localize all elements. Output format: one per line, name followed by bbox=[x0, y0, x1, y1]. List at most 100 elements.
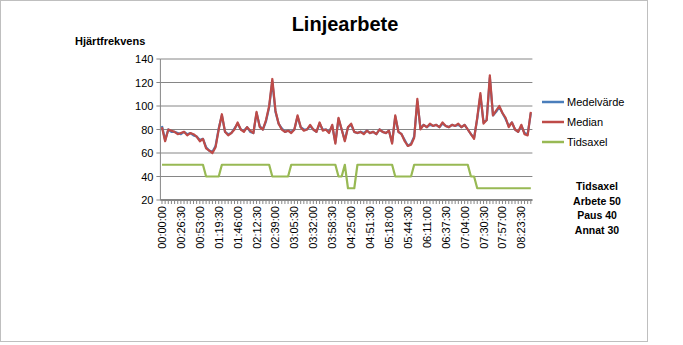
y-tick bbox=[156, 59, 160, 60]
x-tick bbox=[461, 200, 462, 204]
grid-line bbox=[160, 106, 532, 107]
x-tick bbox=[269, 200, 270, 204]
x-tick bbox=[376, 200, 377, 204]
x-tick bbox=[303, 200, 304, 204]
x-tick-label: 03:05:30 bbox=[288, 206, 300, 249]
legend-swatch bbox=[542, 101, 564, 104]
x-tick bbox=[225, 200, 226, 204]
x-axis bbox=[160, 199, 532, 201]
x-tick bbox=[228, 200, 229, 204]
x-tick bbox=[313, 200, 314, 204]
x-tick-label: 06:37:30 bbox=[440, 206, 452, 249]
x-tick bbox=[530, 200, 531, 204]
x-tick bbox=[165, 200, 166, 204]
y-tick bbox=[156, 82, 160, 83]
x-tick bbox=[398, 200, 399, 204]
legend-label: Median bbox=[567, 116, 603, 128]
x-tick bbox=[508, 200, 509, 204]
x-tick-label: 05:44:30 bbox=[402, 206, 414, 249]
series-line bbox=[162, 165, 531, 189]
x-tick bbox=[354, 200, 355, 204]
x-tick bbox=[360, 200, 361, 204]
x-tick bbox=[426, 200, 427, 204]
x-tick bbox=[502, 200, 503, 204]
x-tick bbox=[193, 200, 194, 204]
x-tick bbox=[392, 200, 393, 204]
x-tick bbox=[243, 200, 244, 204]
x-tick bbox=[395, 200, 396, 204]
x-tick bbox=[436, 200, 437, 204]
x-tick bbox=[322, 200, 323, 204]
x-tick bbox=[357, 200, 358, 204]
x-tick bbox=[351, 200, 352, 204]
x-tick bbox=[439, 200, 440, 204]
y-tick bbox=[156, 200, 160, 201]
y-axis-title: Hjärtfrekvens bbox=[75, 35, 145, 47]
x-tick bbox=[297, 200, 298, 204]
x-tick bbox=[480, 200, 481, 204]
x-tick bbox=[288, 200, 289, 204]
x-tick bbox=[234, 200, 235, 204]
x-tick bbox=[291, 200, 292, 204]
x-tick bbox=[174, 200, 175, 204]
x-tick bbox=[477, 200, 478, 204]
x-tick bbox=[196, 200, 197, 204]
x-tick bbox=[215, 200, 216, 204]
x-tick bbox=[401, 200, 402, 204]
x-tick-label: 03:58:30 bbox=[326, 206, 338, 249]
x-tick bbox=[423, 200, 424, 204]
x-tick bbox=[171, 200, 172, 204]
x-tick bbox=[284, 200, 285, 204]
x-tick bbox=[492, 200, 493, 204]
x-tick bbox=[467, 200, 468, 204]
x-tick-label: 01:19:30 bbox=[213, 206, 225, 249]
x-tick bbox=[442, 200, 443, 204]
x-tick bbox=[184, 200, 185, 204]
x-tick bbox=[388, 200, 389, 204]
x-tick bbox=[464, 200, 465, 204]
x-tick-label: 02:12:30 bbox=[251, 206, 263, 249]
x-tick bbox=[161, 200, 162, 204]
x-tick bbox=[310, 200, 311, 204]
x-tick-label: 05:18:00 bbox=[383, 206, 395, 249]
annotation: Annat 30 bbox=[575, 224, 620, 236]
x-tick-label: 07:30:30 bbox=[478, 206, 490, 249]
x-tick bbox=[177, 200, 178, 204]
x-tick-label: 02:39:00 bbox=[269, 206, 281, 249]
x-tick bbox=[275, 200, 276, 204]
annotation: Tidsaxel bbox=[576, 180, 618, 192]
y-tick-label: 140 bbox=[135, 53, 153, 65]
x-tick bbox=[414, 200, 415, 204]
x-tick bbox=[316, 200, 317, 204]
x-tick bbox=[231, 200, 232, 204]
x-tick-label: 04:25:00 bbox=[345, 206, 357, 249]
x-tick-label: 03:32:00 bbox=[307, 206, 319, 249]
grid-line bbox=[160, 59, 532, 60]
y-tick-label: 80 bbox=[141, 124, 153, 136]
x-tick bbox=[404, 200, 405, 204]
x-tick bbox=[373, 200, 374, 204]
x-tick bbox=[417, 200, 418, 204]
legend-swatch bbox=[542, 141, 564, 144]
x-tick bbox=[338, 200, 339, 204]
y-tick bbox=[156, 176, 160, 177]
x-tick bbox=[379, 200, 380, 204]
x-tick bbox=[294, 200, 295, 204]
x-tick bbox=[272, 200, 273, 204]
x-tick bbox=[363, 200, 364, 204]
x-tick bbox=[344, 200, 345, 204]
grid-line bbox=[160, 153, 532, 154]
x-tick bbox=[511, 200, 512, 204]
x-tick bbox=[221, 200, 222, 204]
x-tick bbox=[247, 200, 248, 204]
x-tick bbox=[332, 200, 333, 204]
x-tick bbox=[206, 200, 207, 204]
x-tick-label: 01:46:00 bbox=[232, 206, 244, 249]
x-tick bbox=[335, 200, 336, 204]
x-tick bbox=[470, 200, 471, 204]
x-tick bbox=[319, 200, 320, 204]
chart-border bbox=[1, 1, 648, 342]
x-tick-label: 07:04:00 bbox=[459, 206, 471, 249]
x-tick bbox=[496, 200, 497, 204]
x-tick bbox=[266, 200, 267, 204]
